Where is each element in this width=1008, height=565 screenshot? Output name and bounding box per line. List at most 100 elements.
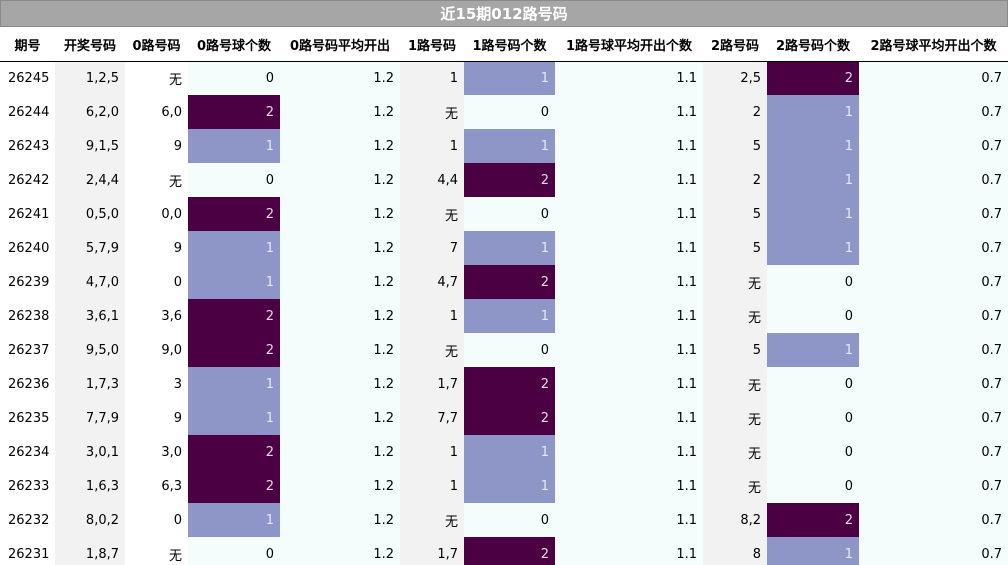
- draw-number-cell: 1,8,7: [55, 537, 125, 565]
- route0-average-cell: 1.2: [280, 129, 400, 163]
- table-row: 26231 1,8,7 无 0 1.2 1,7 2 1.1 8 1 0.7: [0, 537, 1008, 565]
- route0-count-cell: 1: [188, 265, 280, 299]
- route0-count-cell: 2: [188, 299, 280, 333]
- route1-average-cell: 1.1: [555, 435, 703, 469]
- route0-numbers-cell: 3,6: [161, 308, 182, 324]
- route0-numbers-cell: 无: [168, 174, 182, 190]
- draw-number-cell: 7,7,9: [55, 401, 125, 435]
- route2-count-cell: 1: [767, 197, 859, 231]
- route2-average-cell: 0.7: [859, 163, 1008, 197]
- column-header: 0路号码: [125, 29, 188, 62]
- route1-average-cell: 1.1: [555, 469, 703, 503]
- route1-numbers-cell: 1: [400, 435, 464, 469]
- draw-number-cell: 0,5,0: [55, 197, 125, 231]
- route0-numbers-cell: 9: [173, 410, 182, 426]
- draw-number-cell: 5,7,9: [55, 231, 125, 265]
- route0-numbers-cell: 6,0: [161, 104, 182, 120]
- route1-count-cell: 0: [464, 95, 555, 129]
- draw-number-cell: 1,6,3: [55, 469, 125, 503]
- route1-count-cell: 0: [464, 197, 555, 231]
- draw-number-cell: 9,1,5: [55, 129, 125, 163]
- route0-average-cell: 1.2: [280, 401, 400, 435]
- route2-count-cell: 1: [767, 129, 859, 163]
- route0-average-cell: 1.2: [280, 503, 400, 537]
- column-header: 0路号码平均开出: [280, 29, 400, 62]
- route0-count-cell: 0: [188, 163, 280, 197]
- route0-average-cell: 1.2: [280, 435, 400, 469]
- column-header: 2路号球平均开出个数: [859, 29, 1008, 62]
- route1-numbers-cell: 4,7: [400, 265, 464, 299]
- route1-count-cell: 2: [464, 367, 555, 401]
- route1-average-cell: 1.1: [555, 61, 703, 95]
- route1-numbers-cell: 1: [400, 129, 464, 163]
- route0-count-cell: 2: [188, 435, 280, 469]
- route2-average-cell: 0.7: [859, 401, 1008, 435]
- route2-numbers-cell: 无: [703, 435, 767, 469]
- route2-numbers-cell: 5: [703, 197, 767, 231]
- route0-average-cell: 1.2: [280, 265, 400, 299]
- issue-cell: 26241: [8, 206, 50, 222]
- route0-average-cell: 1.2: [280, 197, 400, 231]
- route2-numbers-cell: 无: [703, 401, 767, 435]
- draw-number-cell: 1,2,5: [55, 61, 125, 95]
- route0-count-cell: 1: [188, 401, 280, 435]
- draw-number-cell: 2,4,4: [55, 163, 125, 197]
- table-row: 26245 1,2,5 无 0 1.2 1 1 1.1 2,5 2 0.7: [0, 61, 1008, 95]
- issue-cell: 26232: [8, 512, 50, 528]
- table-row: 26236 1,7,3 3 1 1.2 1,7 2 1.1 无 0 0.7: [0, 367, 1008, 401]
- route1-numbers-cell: 1: [400, 469, 464, 503]
- route2-numbers-cell: 无: [703, 469, 767, 503]
- route2-average-cell: 0.7: [859, 367, 1008, 401]
- route1-average-cell: 1.1: [555, 367, 703, 401]
- route1-numbers-cell: 无: [400, 333, 464, 367]
- route1-count-cell: 1: [464, 435, 555, 469]
- route1-numbers-cell: 1,7: [400, 367, 464, 401]
- route2-average-cell: 0.7: [859, 265, 1008, 299]
- route1-average-cell: 1.1: [555, 299, 703, 333]
- column-header: 1路号码个数: [464, 29, 555, 62]
- route2-numbers-cell: 8: [703, 537, 767, 565]
- route2-numbers-cell: 2,5: [703, 61, 767, 95]
- route1-numbers-cell: 7: [400, 231, 464, 265]
- issue-cell: 26243: [8, 138, 50, 154]
- route1-count-cell: 2: [464, 265, 555, 299]
- route0-average-cell: 1.2: [280, 231, 400, 265]
- route2-numbers-cell: 5: [703, 231, 767, 265]
- route2-average-cell: 0.7: [859, 503, 1008, 537]
- route2-count-cell: 0: [767, 435, 859, 469]
- route1-average-cell: 1.1: [555, 503, 703, 537]
- route1-average-cell: 1.1: [555, 163, 703, 197]
- issue-cell: 26231: [8, 546, 50, 562]
- issue-cell: 26238: [8, 308, 50, 324]
- issue-cell: 26245: [8, 70, 50, 86]
- draw-number-cell: 4,7,0: [55, 265, 125, 299]
- route2-numbers-cell: 无: [703, 299, 767, 333]
- issue-cell: 26239: [8, 274, 50, 290]
- table-title: 近15期012路号码: [0, 0, 1008, 27]
- route1-numbers-cell: 7,7: [400, 401, 464, 435]
- route0-numbers-cell: 6,3: [161, 478, 182, 494]
- route1-numbers-cell: 1,7: [400, 537, 464, 565]
- route2-average-cell: 0.7: [859, 537, 1008, 565]
- table-row: 26234 3,0,1 3,0 2 1.2 1 1 1.1 无 0 0.7: [0, 435, 1008, 469]
- route-table: 期号 开奖号码 0路号码 0路号球个数 0路号码平均开出 1路号码 1路号码个数 1路号球平均…: [0, 29, 1008, 565]
- route1-numbers-cell: 无: [400, 197, 464, 231]
- header-row: 期号 开奖号码 0路号码 0路号球个数 0路号码平均开出 1路号码 1路号码个数 1路号球平均…: [0, 29, 1008, 62]
- route2-average-cell: 0.7: [859, 469, 1008, 503]
- route2-average-cell: 0.7: [859, 231, 1008, 265]
- route1-count-cell: 1: [464, 129, 555, 163]
- issue-cell: 26235: [8, 410, 50, 426]
- table-row: 26240 5,7,9 9 1 1.2 7 1 1.1 5 1 0.7: [0, 231, 1008, 265]
- route0-numbers-cell: 无: [168, 72, 182, 88]
- route1-average-cell: 1.1: [555, 197, 703, 231]
- route2-average-cell: 0.7: [859, 129, 1008, 163]
- route2-numbers-cell: 5: [703, 129, 767, 163]
- route0-count-cell: 0: [188, 61, 280, 95]
- draw-number-cell: 1,7,3: [55, 367, 125, 401]
- route2-count-cell: 2: [767, 503, 859, 537]
- route2-average-cell: 0.7: [859, 61, 1008, 95]
- route2-numbers-cell: 无: [703, 367, 767, 401]
- issue-cell: 26244: [8, 104, 50, 120]
- route2-count-cell: 1: [767, 231, 859, 265]
